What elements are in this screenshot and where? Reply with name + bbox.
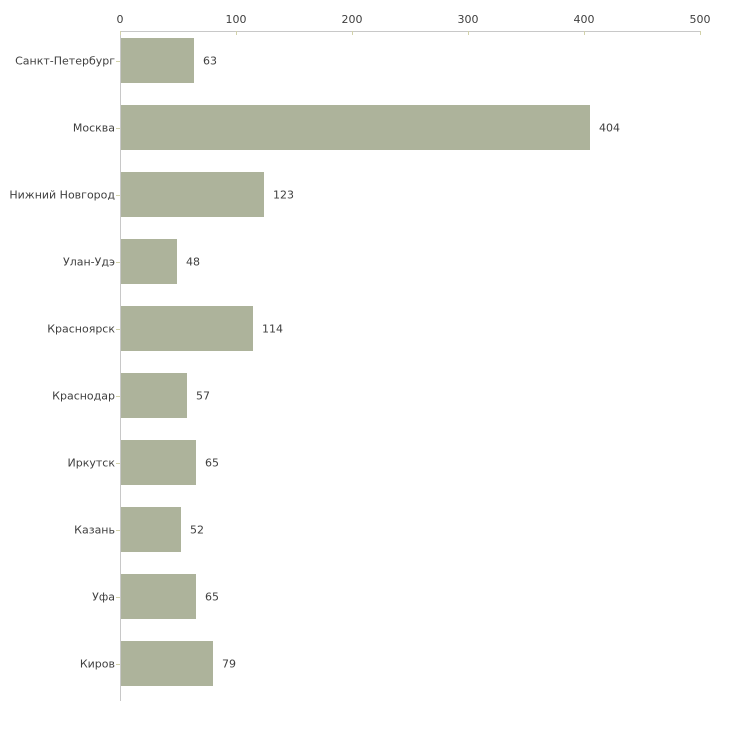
value-label: 65 — [205, 456, 219, 469]
bar-0 — [121, 38, 194, 83]
category-label: Краснодар — [52, 389, 115, 402]
value-label: 65 — [205, 590, 219, 603]
value-label: 114 — [262, 322, 283, 335]
x-axis-tick-label: 100 — [225, 13, 247, 26]
bar-6 — [121, 440, 196, 485]
y-axis-tick — [116, 262, 120, 263]
value-label: 57 — [196, 389, 210, 402]
bar-8 — [121, 574, 196, 619]
y-axis-tick — [116, 329, 120, 330]
bar-9 — [121, 641, 213, 686]
y-axis-tick — [116, 195, 120, 196]
bar-4 — [121, 306, 253, 351]
bar-1 — [121, 105, 590, 150]
y-axis-tick — [116, 597, 120, 598]
value-label: 52 — [190, 523, 204, 536]
value-label: 123 — [273, 188, 294, 201]
x-axis-tick — [352, 31, 353, 35]
value-label: 79 — [222, 657, 236, 670]
category-label: Нижний Новгород — [9, 188, 115, 201]
value-label: 48 — [186, 255, 200, 268]
y-axis-tick — [116, 530, 120, 531]
x-axis-tick-label: 500 — [689, 13, 711, 26]
x-axis-tick-label: 300 — [457, 13, 479, 26]
category-label: Иркутск — [67, 456, 115, 469]
bar-7 — [121, 507, 181, 552]
category-label: Санкт-Петербург — [15, 54, 115, 67]
category-label: Москва — [72, 121, 115, 134]
x-axis-tick — [584, 31, 585, 35]
category-label: Улан-Удэ — [63, 255, 115, 268]
value-label: 404 — [599, 121, 620, 134]
bar-3 — [121, 239, 177, 284]
category-label: Красноярск — [47, 322, 115, 335]
x-axis-tick-label: 400 — [573, 13, 595, 26]
y-axis-tick — [116, 128, 120, 129]
y-axis-tick — [116, 664, 120, 665]
x-axis-tick-label: 0 — [116, 13, 124, 26]
bar-2 — [121, 172, 264, 217]
y-axis-line — [120, 31, 121, 701]
category-label: Киров — [79, 657, 115, 670]
x-axis-tick — [468, 31, 469, 35]
value-label: 63 — [203, 54, 217, 67]
category-label: Казань — [74, 523, 115, 536]
x-axis-tick — [236, 31, 237, 35]
x-axis-line — [120, 31, 700, 32]
x-axis-tick — [120, 31, 121, 35]
y-axis-tick — [116, 396, 120, 397]
x-axis-tick-label: 200 — [341, 13, 363, 26]
bar-5 — [121, 373, 187, 418]
category-label: Уфа — [92, 590, 115, 603]
y-axis-tick — [116, 463, 120, 464]
y-axis-tick — [116, 61, 120, 62]
x-axis-tick — [700, 31, 701, 35]
